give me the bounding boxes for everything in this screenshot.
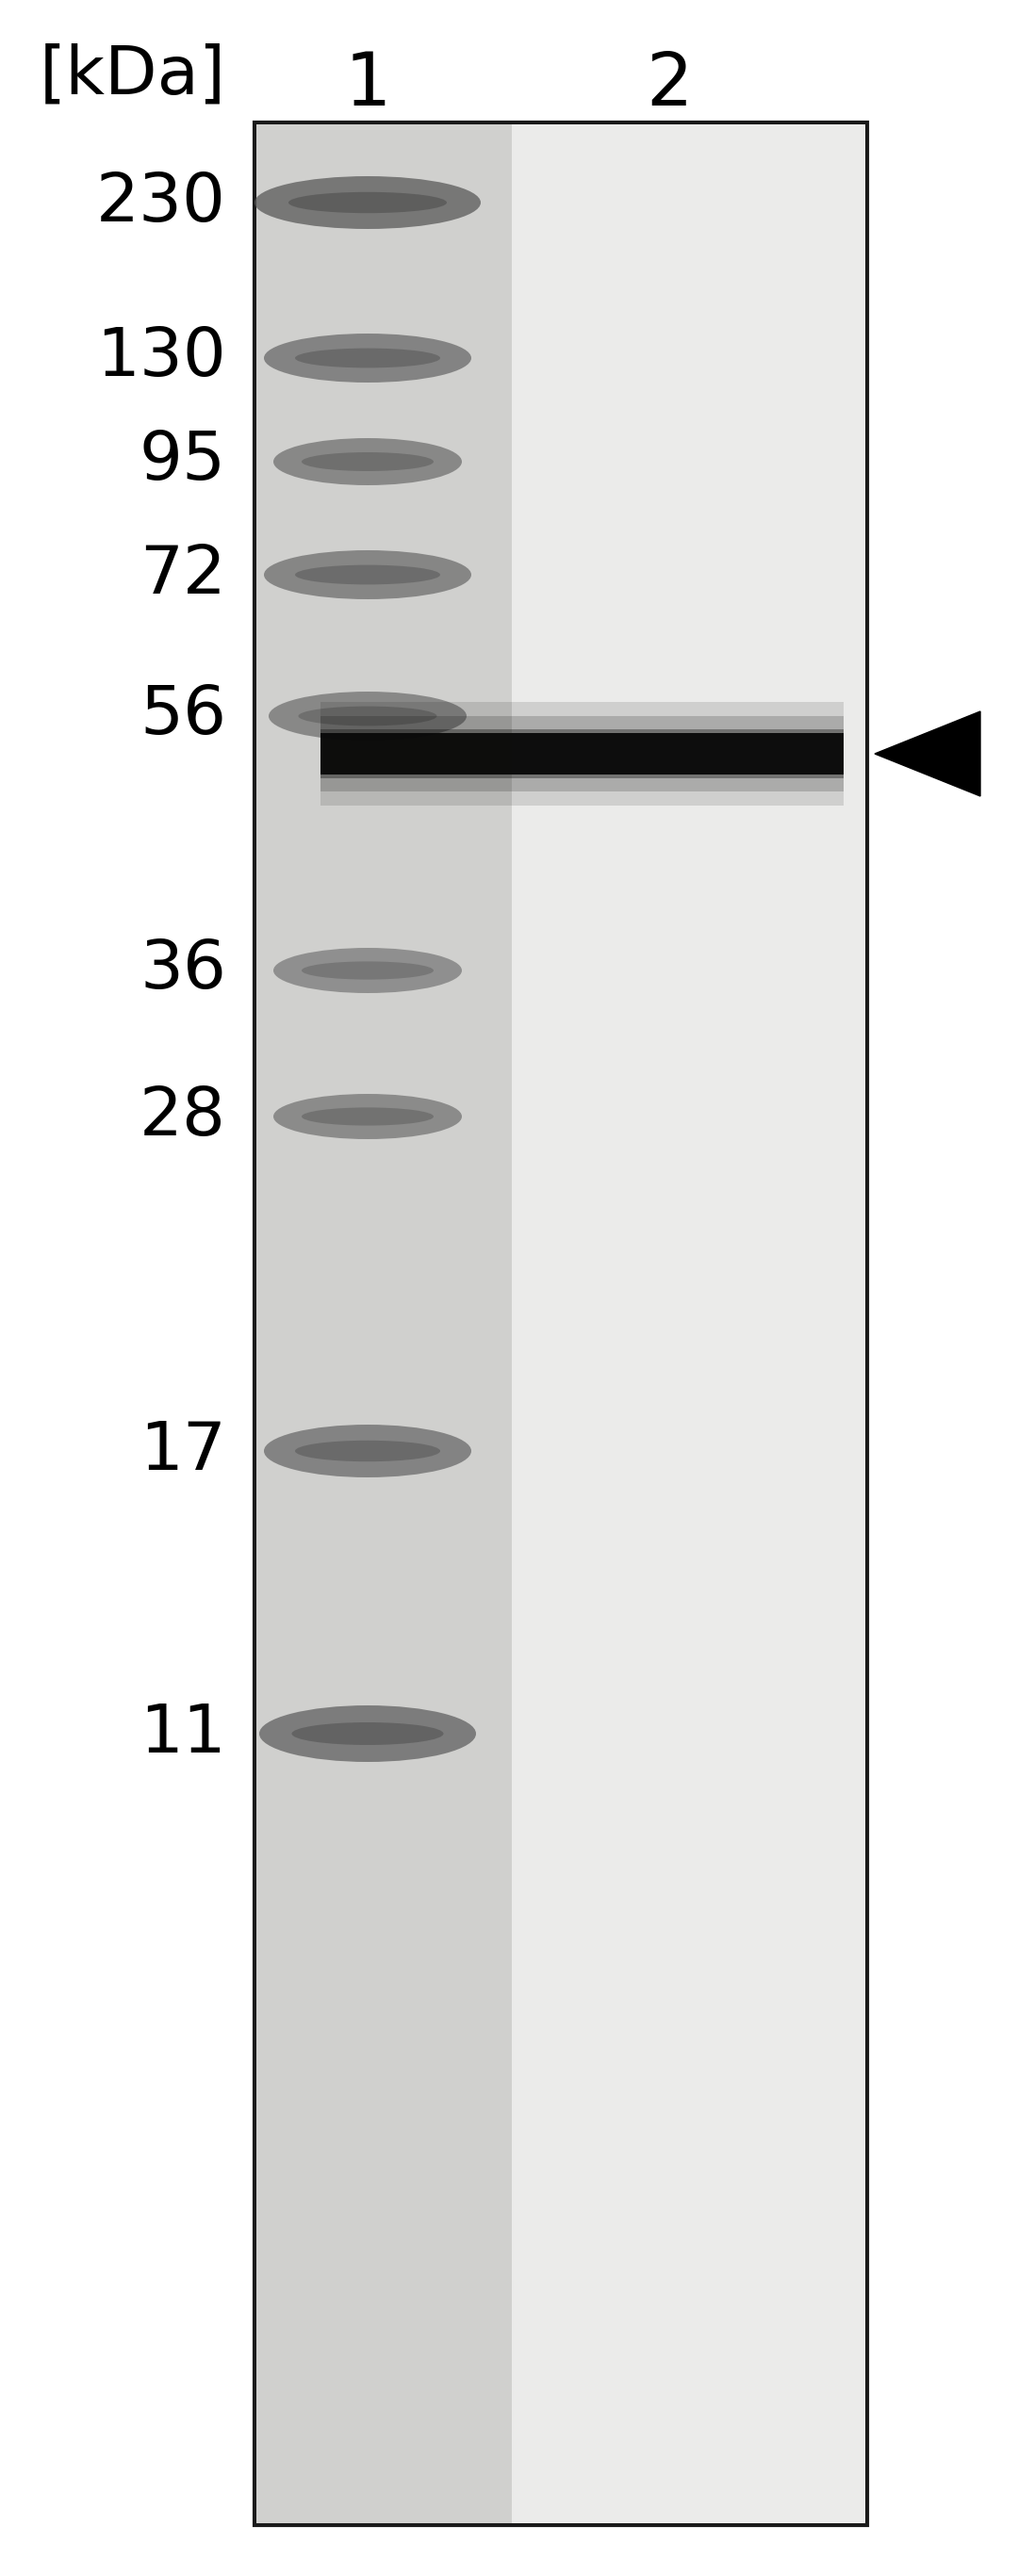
- Text: 2: 2: [645, 49, 692, 121]
- Bar: [512, 124, 865, 2524]
- Bar: [321, 701, 844, 806]
- Text: 230: 230: [97, 170, 226, 234]
- Text: 130: 130: [97, 325, 226, 392]
- Ellipse shape: [288, 193, 447, 214]
- Bar: [321, 729, 844, 778]
- Ellipse shape: [264, 332, 471, 384]
- Text: 17: 17: [139, 1419, 226, 1484]
- Bar: [321, 734, 844, 775]
- Ellipse shape: [274, 948, 462, 994]
- Ellipse shape: [264, 1425, 471, 1479]
- Text: [kDa]: [kDa]: [40, 44, 226, 108]
- Ellipse shape: [274, 1095, 462, 1139]
- Polygon shape: [874, 711, 980, 796]
- Ellipse shape: [295, 564, 440, 585]
- Bar: [321, 716, 844, 791]
- Text: 56: 56: [139, 683, 226, 750]
- Ellipse shape: [274, 438, 462, 484]
- Ellipse shape: [269, 690, 466, 739]
- Ellipse shape: [260, 1705, 476, 1762]
- Ellipse shape: [292, 1723, 444, 1744]
- Bar: [257, 124, 512, 2524]
- Text: 36: 36: [139, 938, 226, 1002]
- Ellipse shape: [295, 348, 440, 368]
- Text: 1: 1: [344, 49, 391, 121]
- Text: 72: 72: [139, 541, 226, 608]
- Ellipse shape: [301, 1108, 434, 1126]
- Bar: [254, 124, 867, 2524]
- Ellipse shape: [301, 961, 434, 979]
- Ellipse shape: [295, 1440, 440, 1461]
- Text: 11: 11: [139, 1700, 226, 1767]
- Ellipse shape: [254, 175, 480, 229]
- Text: 95: 95: [139, 430, 226, 495]
- Text: 28: 28: [139, 1084, 226, 1149]
- Ellipse shape: [264, 551, 471, 600]
- Ellipse shape: [301, 453, 434, 471]
- Ellipse shape: [298, 706, 437, 726]
